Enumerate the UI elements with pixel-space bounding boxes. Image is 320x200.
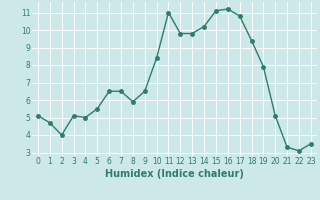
X-axis label: Humidex (Indice chaleur): Humidex (Indice chaleur) (105, 169, 244, 179)
